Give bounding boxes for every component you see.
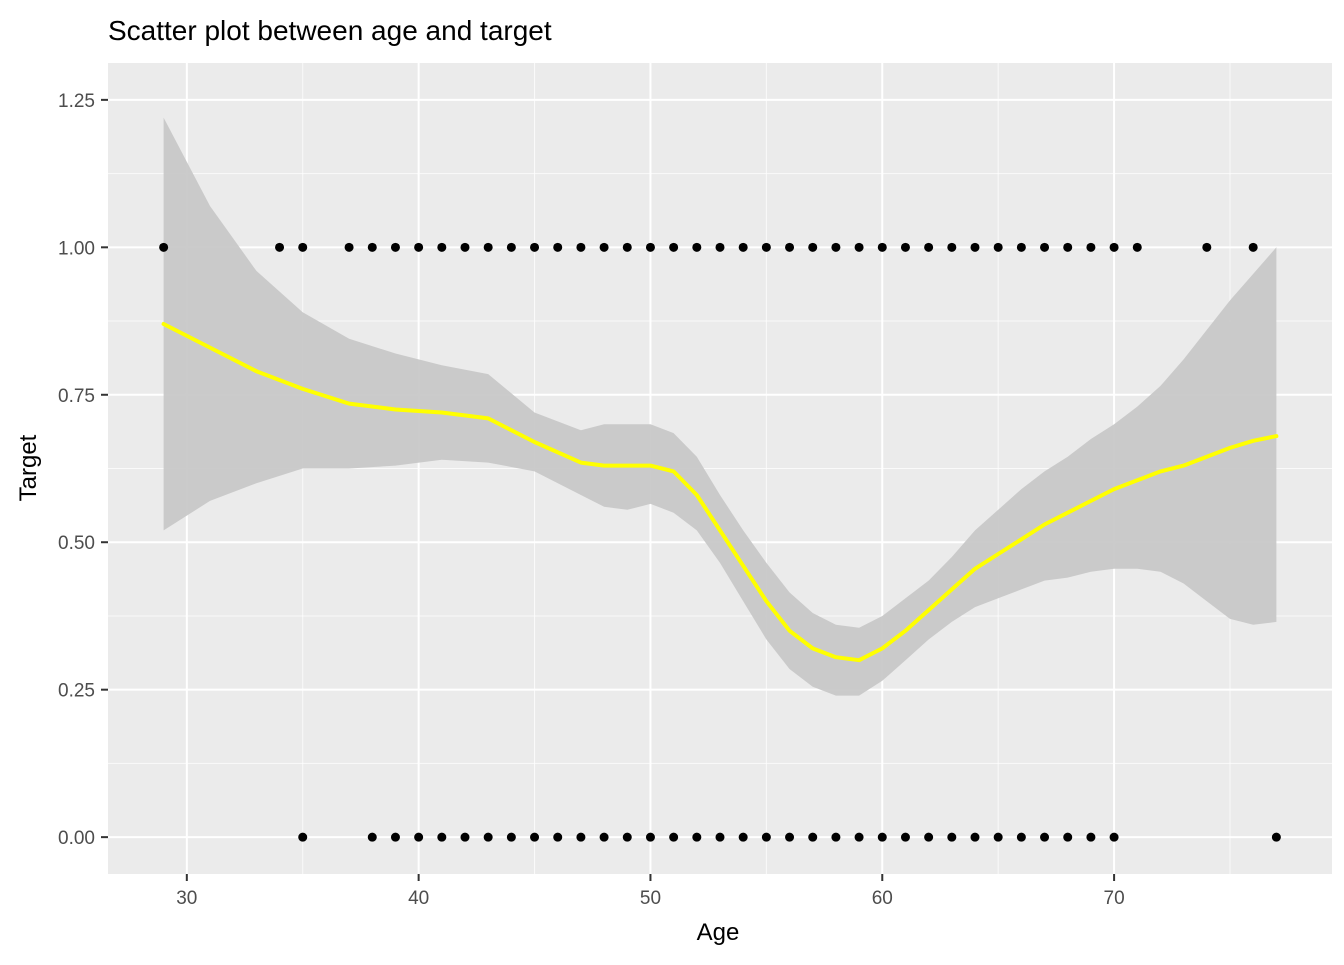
x-tick-label: 50 [640, 888, 661, 909]
data-point [576, 242, 586, 252]
data-point [553, 242, 563, 252]
data-point [275, 242, 285, 252]
y-tick-label: 1.25 [58, 91, 95, 112]
data-point [367, 832, 377, 842]
data-point [1086, 242, 1096, 252]
data-point [854, 242, 864, 252]
y-tick-label: 0.00 [58, 828, 95, 849]
data-point [924, 832, 934, 842]
data-point [414, 242, 424, 252]
confidence-band [163, 117, 1277, 696]
data-point [159, 242, 169, 252]
data-point [1063, 242, 1073, 252]
x-axis-label: Age [697, 919, 740, 946]
data-point [1109, 832, 1119, 842]
data-point [460, 242, 470, 252]
y-axis-label: Target [15, 434, 42, 501]
x-tick-label: 30 [176, 888, 197, 909]
data-point [692, 832, 702, 842]
data-point [1202, 242, 1212, 252]
data-point [900, 242, 910, 252]
x-tick-label: 70 [1104, 888, 1125, 909]
data-point [437, 242, 447, 252]
data-point [645, 832, 655, 842]
data-point [506, 242, 516, 252]
data-point [298, 242, 308, 252]
data-point [460, 832, 470, 842]
data-point [947, 242, 957, 252]
data-point [1016, 242, 1026, 252]
data-point [738, 832, 748, 842]
data-point [645, 242, 655, 252]
data-point [947, 832, 957, 842]
data-point [970, 242, 980, 252]
data-point [1248, 242, 1258, 252]
data-point [785, 832, 795, 842]
y-tick-label: 0.50 [58, 533, 95, 554]
y-tick-label: 1.00 [58, 238, 95, 259]
data-point [808, 242, 818, 252]
data-point [1271, 832, 1281, 842]
data-point [1016, 832, 1026, 842]
data-point [785, 242, 795, 252]
data-point [761, 832, 771, 842]
data-point [483, 242, 493, 252]
data-point [993, 242, 1003, 252]
data-point [483, 832, 493, 842]
confidence-band-layer [163, 117, 1277, 696]
x-tick-label: 40 [408, 888, 429, 909]
data-point [506, 832, 516, 842]
data-point [622, 242, 632, 252]
data-point [924, 242, 934, 252]
data-point [553, 832, 563, 842]
data-point [877, 242, 887, 252]
data-point [344, 242, 354, 252]
data-point [298, 832, 308, 842]
data-point [1109, 242, 1119, 252]
data-point [599, 242, 609, 252]
y-tick-label: 0.25 [58, 681, 95, 702]
data-point [831, 242, 841, 252]
data-point [367, 242, 377, 252]
data-point [530, 242, 540, 252]
data-point [530, 832, 540, 842]
data-point [390, 832, 400, 842]
y-tick-label: 0.75 [58, 386, 95, 407]
x-tick-label: 60 [872, 888, 893, 909]
data-point [390, 242, 400, 252]
data-point [1063, 832, 1073, 842]
data-point [599, 832, 609, 842]
data-point [900, 832, 910, 842]
data-point [715, 242, 725, 252]
data-point [437, 832, 447, 842]
data-point [761, 242, 771, 252]
data-point [715, 832, 725, 842]
chart-title: Scatter plot between age and target [108, 15, 552, 46]
data-point [993, 832, 1003, 842]
axes: 30 40 50 60 70 0.00 0.25 0.50 0.75 1.00 1.25 [58, 91, 1125, 909]
data-point [1132, 242, 1142, 252]
data-point [808, 832, 818, 842]
data-point [1040, 242, 1050, 252]
data-point [692, 242, 702, 252]
data-point [1040, 832, 1050, 842]
data-point [1086, 832, 1096, 842]
data-point [970, 832, 980, 842]
data-point [831, 832, 841, 842]
smooth-line [161, 322, 1279, 663]
data-point [738, 242, 748, 252]
data-point [877, 832, 887, 842]
data-points-layer [159, 242, 1281, 842]
data-point [622, 832, 632, 842]
data-point [854, 832, 864, 842]
data-point [576, 832, 586, 842]
data-point [414, 832, 424, 842]
smooth-line-layer [161, 322, 1279, 663]
data-point [669, 242, 679, 252]
data-point [669, 832, 679, 842]
